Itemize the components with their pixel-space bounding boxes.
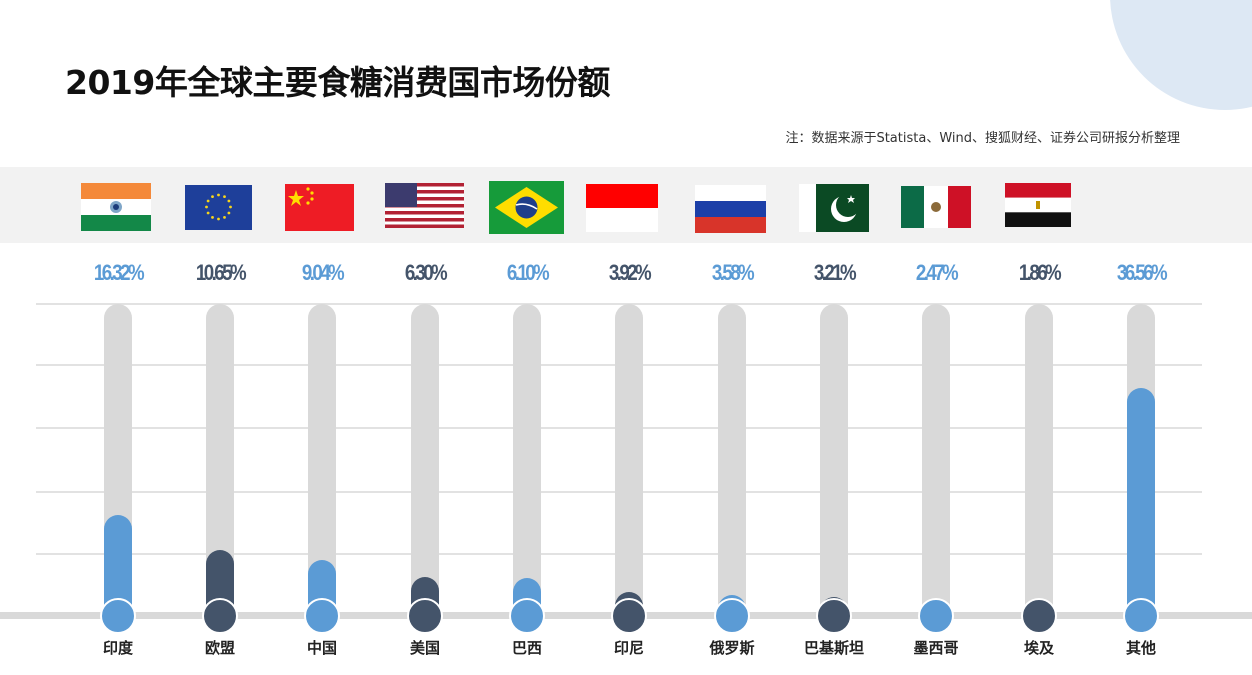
value-label: 3.58% bbox=[711, 260, 755, 285]
value-label: 3.21% bbox=[813, 260, 857, 285]
marker-dot bbox=[918, 598, 954, 634]
category-label: 印度 bbox=[102, 639, 133, 657]
marker-dot bbox=[509, 598, 545, 634]
eu-flag-icon bbox=[185, 185, 252, 230]
category-label: 巴西 bbox=[511, 639, 542, 657]
marker-dot bbox=[1123, 598, 1159, 634]
bar-track bbox=[411, 304, 439, 616]
mexico-flag-icon bbox=[901, 186, 971, 228]
value-label: 6.30% bbox=[404, 260, 448, 285]
marker-dot bbox=[202, 598, 238, 634]
value-label: 1.86% bbox=[1018, 260, 1062, 285]
pakistan-flag-icon bbox=[799, 184, 869, 232]
category-label: 墨西哥 bbox=[913, 639, 959, 657]
value-label: 9.04% bbox=[301, 260, 345, 285]
marker-dot bbox=[816, 598, 852, 634]
category-label: 欧盟 bbox=[204, 639, 235, 657]
marker-dot bbox=[1021, 598, 1057, 634]
value-label: 10.65% bbox=[195, 260, 247, 285]
chart-title: 2019年全球主要食糖消费国市场份额 bbox=[65, 63, 610, 102]
value-label: 36.56% bbox=[1116, 260, 1168, 285]
russia-flag-icon bbox=[695, 185, 766, 233]
bar-track bbox=[922, 304, 950, 616]
category-label: 埃及 bbox=[1023, 639, 1054, 657]
bar-track bbox=[1025, 304, 1053, 616]
value-label: 2.47% bbox=[915, 260, 959, 285]
bar-track bbox=[820, 304, 848, 616]
egypt-flag-icon bbox=[1005, 183, 1071, 227]
category-label: 巴基斯坦 bbox=[803, 639, 864, 657]
value-label: 3.92% bbox=[608, 260, 652, 285]
bar-track bbox=[615, 304, 643, 616]
category-label: 美国 bbox=[409, 639, 440, 657]
gridline bbox=[36, 303, 1202, 305]
brazil-flag-icon bbox=[489, 181, 564, 234]
marker-dot bbox=[611, 598, 647, 634]
marker-dot bbox=[714, 598, 750, 634]
bar-track bbox=[513, 304, 541, 616]
category-label: 其他 bbox=[1125, 639, 1156, 657]
source-note: 注：数据来源于Statista、Wind、搜狐财经、证券公司研报分析整理 bbox=[785, 131, 1180, 146]
decorative-circle bbox=[1110, 0, 1252, 110]
usa-flag-icon bbox=[385, 183, 464, 228]
india-flag-icon bbox=[81, 183, 151, 231]
value-label: 6.10% bbox=[506, 260, 550, 285]
category-label: 俄罗斯 bbox=[709, 639, 755, 657]
marker-dot bbox=[304, 598, 340, 634]
value-label: 16.32% bbox=[93, 260, 145, 285]
marker-dot bbox=[100, 598, 136, 634]
category-label: 印尼 bbox=[613, 639, 644, 657]
china-flag-icon bbox=[285, 184, 354, 231]
bar-others bbox=[1127, 388, 1155, 615]
bar-track bbox=[718, 304, 746, 616]
marker-dot bbox=[407, 598, 443, 634]
indonesia-flag-icon bbox=[586, 184, 658, 232]
category-label: 中国 bbox=[306, 639, 337, 657]
